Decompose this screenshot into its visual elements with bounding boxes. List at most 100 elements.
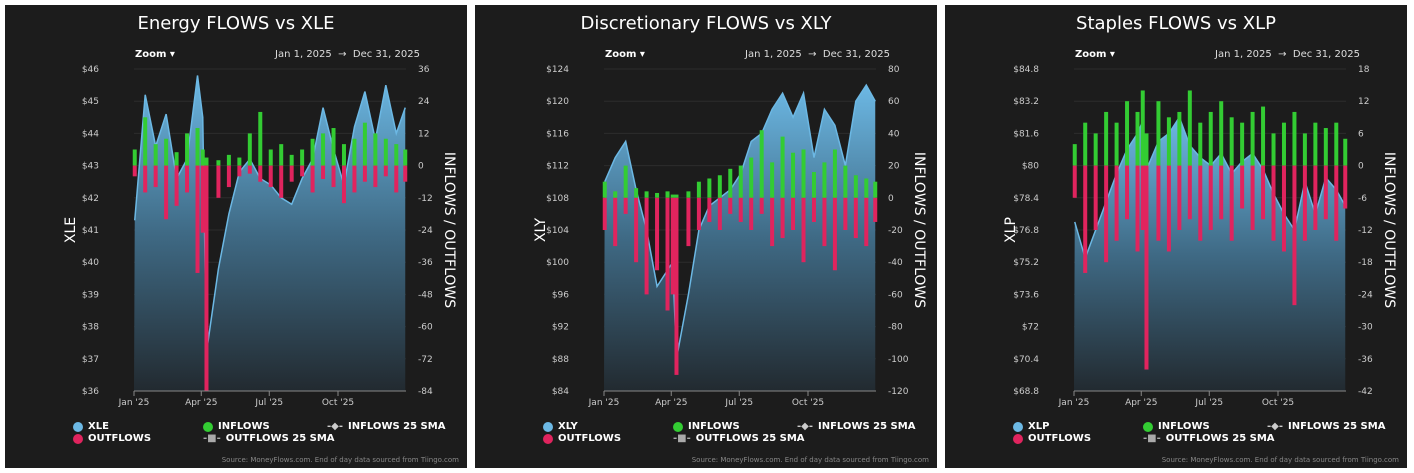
x-tick-label: Oct '25 xyxy=(792,398,824,408)
date-from[interactable]: Jan 1, 2025 xyxy=(275,49,332,60)
inflow-bar xyxy=(749,157,754,198)
outflow-bar xyxy=(352,165,357,193)
outflow-bar xyxy=(864,197,869,247)
legend-price[interactable]: XLP xyxy=(1013,421,1049,432)
y2-tick-label: -80 xyxy=(888,323,903,333)
legend-label: INFLOWS 25 SMA xyxy=(818,421,916,432)
arrow: → xyxy=(1278,49,1287,60)
inflow-bar xyxy=(153,144,158,166)
y-tick-label: $43 xyxy=(82,162,99,172)
y-tick-label: $70.4 xyxy=(1013,355,1039,365)
date-to[interactable]: Dec 31, 2025 xyxy=(1292,49,1360,60)
legend-outflows-sma[interactable]: -■- OUTFLOWS 25 SMA xyxy=(673,433,805,444)
date-from[interactable]: Jan 1, 2025 xyxy=(1215,49,1272,60)
legend-price[interactable]: XLE xyxy=(73,421,109,432)
legend-inflows[interactable]: INFLOWS xyxy=(1143,421,1210,432)
y2-tick-label: 36 xyxy=(418,65,430,75)
inflow-bar xyxy=(268,149,273,166)
zoom-dropdown[interactable]: Zoom ▾ xyxy=(605,49,645,60)
y-tick-label: $120 xyxy=(546,97,569,107)
date-to[interactable]: Dec 31, 2025 xyxy=(352,49,420,60)
outflow-bar xyxy=(613,197,618,247)
outflow-bar xyxy=(164,165,169,220)
date-range[interactable]: Jan 1, 2025 → Dec 31, 2025 xyxy=(275,49,420,60)
legend-outflows[interactable]: OUTFLOWS xyxy=(73,433,151,444)
y2-tick-label: -48 xyxy=(418,290,433,300)
zoom-dropdown[interactable]: Zoom ▾ xyxy=(1075,49,1115,60)
outflow-bar xyxy=(195,165,200,273)
date-to[interactable]: Dec 31, 2025 xyxy=(822,49,890,60)
legend-inflows[interactable]: INFLOWS xyxy=(203,421,270,432)
outflow-bar xyxy=(321,165,326,180)
inflow-bar xyxy=(289,154,294,166)
outflow-bar xyxy=(331,165,336,188)
outflow-bar xyxy=(279,165,284,198)
outflow-bar xyxy=(1072,165,1077,198)
inflow-bar xyxy=(759,130,764,198)
outflow-bar xyxy=(258,165,263,182)
x-tick-label: Apr '25 xyxy=(655,398,687,408)
y2-tick-label: -30 xyxy=(1358,323,1373,333)
square-line-icon: -■- xyxy=(673,433,691,444)
inflow-bar xyxy=(321,133,326,166)
inflow-bar xyxy=(1208,111,1213,166)
outflow-bar xyxy=(738,197,743,222)
inflow-bar xyxy=(1083,122,1088,166)
outflow-bar xyxy=(655,197,660,271)
legend-outflows-sma[interactable]: -■- OUTFLOWS 25 SMA xyxy=(1143,433,1275,444)
outflows-dot-icon xyxy=(1013,433,1023,444)
x-tick-label: Jul '25 xyxy=(254,398,283,408)
outflow-bar xyxy=(832,197,837,271)
y2-tick-label: 0 xyxy=(418,162,424,172)
x-tick-label: Jul '25 xyxy=(724,398,753,408)
outflow-bar xyxy=(1229,165,1234,241)
date-from[interactable]: Jan 1, 2025 xyxy=(745,49,802,60)
legend-outflows-sma[interactable]: -■- OUTFLOWS 25 SMA xyxy=(203,433,335,444)
y-axis-title: XLP xyxy=(1003,217,1019,243)
inflow-bar xyxy=(1187,90,1192,166)
inflow-bar xyxy=(1261,106,1266,166)
y2-tick-label: -6 xyxy=(1358,194,1367,204)
inflow-bar xyxy=(1313,122,1318,166)
outflow-bar xyxy=(1140,165,1145,230)
outflow-bar xyxy=(1334,165,1339,241)
arrow: → xyxy=(808,49,817,60)
outflow-bar xyxy=(696,197,701,230)
outflow-bar xyxy=(132,165,137,177)
legend-inflows-sma[interactable]: -◆- INFLOWS 25 SMA xyxy=(327,421,445,432)
y-tick-label: $80 xyxy=(1022,162,1039,172)
inflow-bar xyxy=(686,191,691,198)
legend-outflows[interactable]: OUTFLOWS xyxy=(543,433,621,444)
legend-outflows[interactable]: OUTFLOWS xyxy=(1013,433,1091,444)
inflow-bar xyxy=(853,175,858,198)
legend-inflows-sma[interactable]: -◆- INFLOWS 25 SMA xyxy=(797,421,915,432)
legend-label: OUTFLOWS 25 SMA xyxy=(225,433,335,444)
outflow-bar xyxy=(1323,165,1328,220)
legend-price[interactable]: XLY xyxy=(543,421,578,432)
outflow-bar xyxy=(153,165,158,188)
date-range[interactable]: Jan 1, 2025 → Dec 31, 2025 xyxy=(1215,49,1360,60)
y2-tick-label: -60 xyxy=(888,290,903,300)
outflow-bar xyxy=(1166,165,1171,252)
outflow-bar xyxy=(1093,165,1098,230)
outflow-bar xyxy=(204,165,209,391)
zoom-dropdown[interactable]: Zoom ▾ xyxy=(135,49,175,60)
legend-inflows-sma[interactable]: -◆- INFLOWS 25 SMA xyxy=(1267,421,1385,432)
y-tick-label: $84 xyxy=(552,387,569,397)
legend-inflows[interactable]: INFLOWS xyxy=(673,421,740,432)
y-tick-label: $73.6 xyxy=(1013,290,1039,300)
source-note: Source: MoneyFlows.com. End of day data … xyxy=(1161,456,1399,464)
x-tick-label: Apr '25 xyxy=(185,398,217,408)
y2-tick-label: -36 xyxy=(1358,355,1373,365)
outflow-bar xyxy=(1261,165,1266,220)
inflow-bar xyxy=(383,138,388,166)
y-tick-label: $96 xyxy=(552,290,569,300)
inflow-bar xyxy=(707,178,712,198)
date-range[interactable]: Jan 1, 2025 → Dec 31, 2025 xyxy=(745,49,890,60)
outflow-bar xyxy=(289,165,294,182)
legend-label: OUTFLOWS 25 SMA xyxy=(695,433,805,444)
inflow-bar xyxy=(1229,117,1234,166)
inflow-bar xyxy=(226,154,231,166)
inflow-bar xyxy=(791,152,796,198)
y2-tick-label: -100 xyxy=(888,355,909,365)
